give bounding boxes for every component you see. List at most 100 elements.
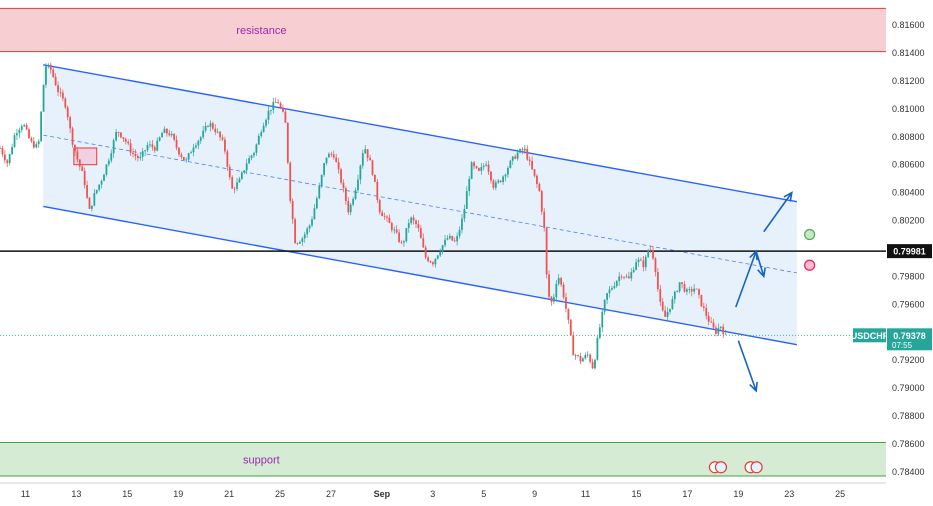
candle-body	[499, 180, 502, 183]
candle-body	[6, 160, 9, 164]
candle-body	[180, 154, 183, 157]
candle-body	[417, 224, 420, 229]
candle-body	[117, 131, 120, 133]
candle-body	[95, 189, 98, 194]
candle-body	[199, 137, 202, 141]
candle-body	[289, 162, 292, 202]
scenario-arrow-3[interactable]	[763, 192, 793, 233]
candle-body	[403, 241, 405, 243]
y-tick-label: 0.79200	[892, 355, 925, 365]
candle-body	[577, 355, 579, 356]
candle-body	[707, 315, 710, 322]
candle-body	[712, 322, 715, 328]
candle-body	[76, 151, 79, 160]
candle-body	[715, 327, 717, 334]
candle-body	[279, 103, 282, 108]
candle-body	[231, 177, 234, 189]
candle-body	[146, 145, 149, 151]
candle-body	[448, 236, 451, 239]
price-layer	[0, 62, 727, 370]
candle-body	[228, 166, 231, 178]
candle-body	[16, 133, 18, 136]
economic-event-icon-1[interactable]	[708, 461, 728, 474]
candle-body	[296, 243, 299, 245]
candle-body	[603, 299, 606, 312]
economic-event-icon-2[interactable]	[744, 461, 763, 474]
candle-body	[504, 174, 507, 177]
candle-body	[282, 107, 284, 112]
scenario-arrow-head-4	[749, 381, 758, 393]
candle-body	[395, 229, 398, 233]
candle-body	[627, 276, 630, 279]
level-price-tag[interactable]	[887, 244, 932, 259]
candle-body	[533, 169, 536, 176]
candle-body	[439, 251, 442, 256]
candle-body	[306, 228, 309, 235]
candle-body	[569, 319, 572, 336]
candle-body	[250, 155, 253, 159]
symbol-tag[interactable]	[853, 328, 886, 343]
candle-body	[557, 277, 560, 284]
candle-body	[700, 294, 703, 307]
candle-body	[613, 286, 616, 289]
candle-body	[540, 191, 543, 212]
candle-body	[386, 216, 388, 218]
candle-body	[209, 123, 212, 127]
scenario-arrow-4[interactable]	[737, 340, 757, 392]
candle-body	[601, 311, 604, 328]
last-price-tag[interactable]	[887, 328, 932, 351]
event-flag-icon	[714, 461, 728, 474]
y-tick-label: 0.81000	[892, 104, 925, 114]
candle-body	[57, 85, 59, 93]
target-marker-down[interactable]	[804, 259, 816, 271]
channel-lower-line[interactable]	[43, 205, 798, 346]
candle-body	[419, 228, 422, 239]
candle-body	[354, 190, 357, 199]
channel-layer	[0, 64, 886, 346]
candle-body	[100, 180, 103, 185]
candle-body	[702, 306, 705, 308]
scenario-arrow-1[interactable]	[735, 250, 757, 308]
candle-body	[98, 184, 101, 190]
symbol-text: USDCHF	[851, 331, 889, 341]
channel-upper-line[interactable]	[43, 64, 798, 203]
candle-body	[705, 307, 708, 316]
candle-body	[211, 123, 214, 129]
candle-body	[207, 125, 209, 127]
candle-body	[436, 255, 439, 259]
overlay-layer	[708, 191, 816, 474]
candle-body	[52, 69, 55, 77]
countdown-text: 07:55	[892, 341, 913, 350]
y-tick-label: 0.78600	[892, 439, 925, 449]
candle-body	[695, 288, 698, 290]
candle-body	[141, 151, 144, 157]
candle-body	[376, 181, 379, 200]
candle-body	[61, 92, 64, 99]
candle-body	[608, 289, 611, 294]
candle-body	[480, 167, 483, 171]
candle-body	[671, 299, 674, 309]
candle-body	[127, 141, 130, 144]
candle-body	[523, 148, 526, 151]
candle-body	[659, 289, 662, 302]
candle-body	[586, 354, 589, 356]
x-tick-label: 11	[21, 489, 30, 499]
candle-body	[594, 359, 596, 369]
channel-mid-line[interactable]	[43, 134, 797, 274]
candle-body	[342, 182, 345, 189]
candle-body	[678, 282, 681, 292]
scenario-arrow-2[interactable]	[755, 251, 765, 277]
candle-body	[13, 135, 16, 148]
candle-body	[661, 301, 664, 311]
candle-body	[637, 259, 640, 263]
candle-body	[507, 167, 509, 175]
candle-body	[253, 152, 255, 156]
candle-body	[277, 102, 280, 104]
target-marker-up[interactable]	[804, 228, 816, 241]
candle-body	[64, 98, 67, 108]
candle-body	[550, 296, 553, 302]
candle-body	[444, 239, 446, 246]
candle-body	[330, 153, 333, 155]
